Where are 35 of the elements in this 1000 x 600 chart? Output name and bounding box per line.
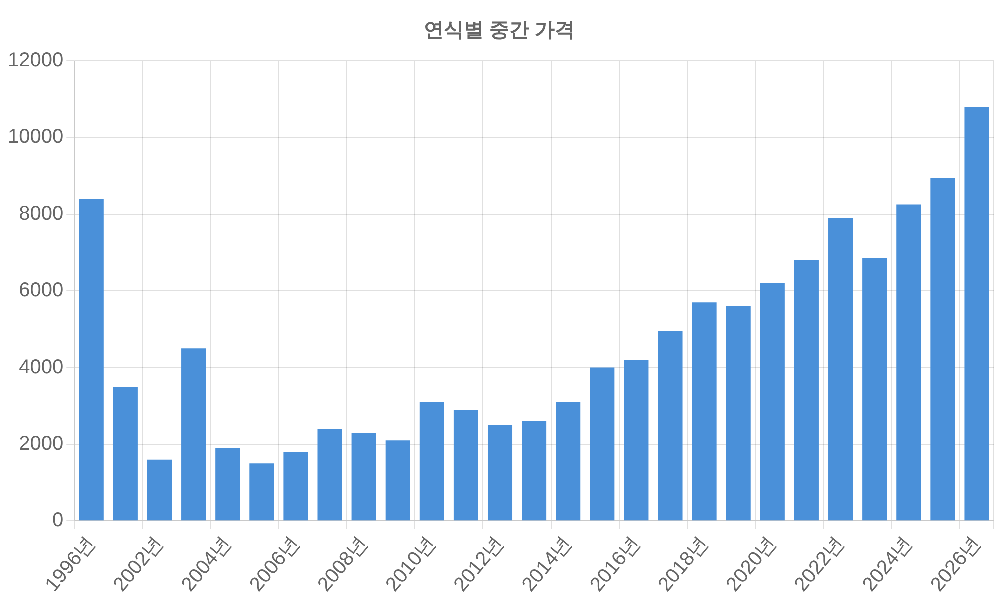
bar: [964, 107, 990, 521]
bar: [488, 425, 513, 521]
bar: [79, 199, 104, 521]
bar: [284, 452, 308, 521]
bar: [182, 348, 206, 521]
y-tick-label: 4000: [19, 356, 64, 378]
bar: [828, 218, 854, 521]
bar: [454, 410, 478, 521]
bar: [794, 260, 819, 521]
y-tick-label: 0: [52, 510, 64, 532]
bar: [420, 402, 444, 521]
bar: [726, 306, 751, 521]
bar: [113, 386, 138, 521]
y-tick-label: 12000: [8, 50, 64, 72]
bar: [692, 302, 717, 521]
bar: [862, 258, 888, 521]
bar: [250, 464, 274, 521]
bar: [760, 283, 785, 521]
bar: [556, 402, 581, 521]
bar: [658, 331, 683, 521]
bar: [216, 448, 240, 521]
bar: [590, 368, 615, 521]
y-tick-label: 10000: [8, 126, 64, 148]
chart-title: 연식별 중간 가격: [424, 20, 576, 42]
bar: [624, 360, 649, 521]
bar: [318, 429, 342, 521]
bar: [386, 440, 410, 521]
bar: [522, 421, 547, 521]
y-tick-label: 2000: [19, 432, 64, 455]
bar: [896, 204, 922, 521]
y-tick-label: 6000: [19, 280, 64, 302]
y-tick-label: 8000: [19, 202, 64, 225]
bar: [352, 432, 376, 521]
bar: [930, 178, 956, 521]
bar: [147, 460, 172, 521]
